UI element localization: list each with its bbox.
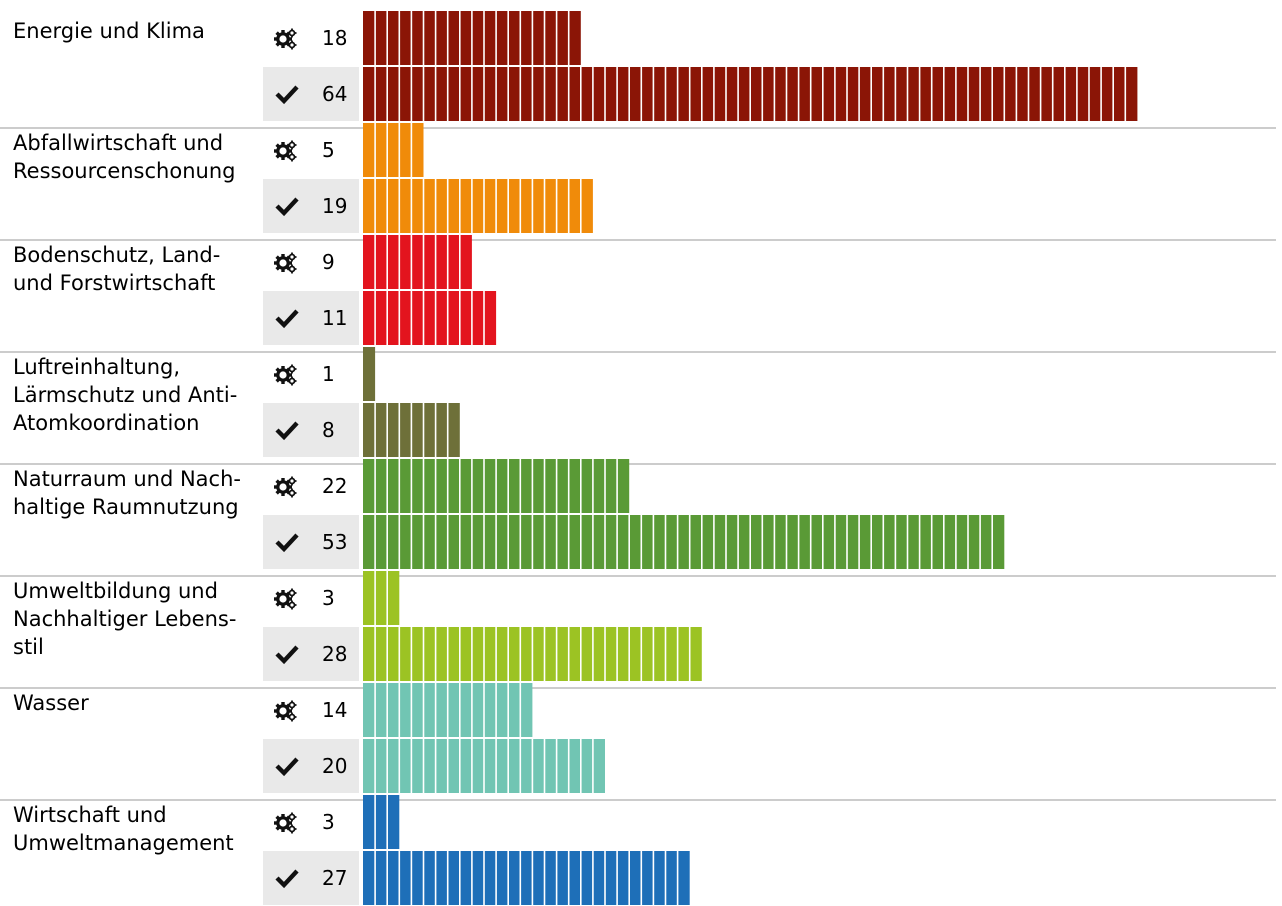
checkmark-icon <box>275 421 299 441</box>
gears-icon <box>272 698 299 724</box>
bar-done <box>363 851 690 905</box>
category-label: Ressourcenschonung <box>13 159 235 183</box>
icon-cell <box>263 515 311 569</box>
checkmark-icon <box>275 197 299 217</box>
category-label: Wasser <box>13 691 89 715</box>
value-label: 8 <box>322 418 335 442</box>
icon-cell <box>263 627 311 681</box>
icon-cell <box>263 851 311 905</box>
checkmark-icon <box>275 85 299 105</box>
value-label: 22 <box>322 474 347 498</box>
category-label: und Forstwirtschaft <box>13 271 215 295</box>
value-cell <box>311 627 359 681</box>
value-cell <box>311 515 359 569</box>
bar-planned <box>363 123 424 177</box>
checkmark-icon <box>275 757 299 777</box>
gears-icon <box>272 586 299 612</box>
gears-icon <box>272 362 299 388</box>
value-label: 20 <box>322 754 347 778</box>
bar-planned <box>363 795 400 849</box>
value-label: 27 <box>322 866 347 890</box>
value-label: 28 <box>322 642 347 666</box>
category-label: haltige Raumnutzung <box>13 495 239 519</box>
value-label: 1 <box>322 362 335 386</box>
category-label: Wirtschaft und <box>13 803 167 827</box>
value-cell <box>311 739 359 793</box>
icon-cell <box>263 179 311 233</box>
value-label: 5 <box>322 138 335 162</box>
category-label: Nachhaltiger Lebens- <box>13 607 236 631</box>
category-label: Atomkoordination <box>13 411 199 435</box>
value-label: 3 <box>322 810 335 834</box>
icon-cell <box>263 67 311 121</box>
value-label: 14 <box>322 698 347 722</box>
gears-icon <box>272 810 299 836</box>
value-label: 11 <box>322 306 347 330</box>
bar-done <box>363 515 1005 569</box>
icon-cell <box>263 403 311 457</box>
bar-done <box>363 179 593 233</box>
icon-cell <box>263 739 311 793</box>
value-label: 18 <box>322 26 347 50</box>
gears-icon <box>272 26 299 52</box>
icon-cell <box>263 291 311 345</box>
bar-planned <box>363 347 376 401</box>
checkmark-icon <box>275 869 299 889</box>
category-label: Abfallwirtschaft und <box>13 131 223 155</box>
bar-done <box>363 291 497 345</box>
bar-planned <box>363 571 400 625</box>
value-cell <box>311 67 359 121</box>
gears-icon <box>272 250 299 276</box>
category-label: Bodenschutz, Land- <box>13 243 220 267</box>
checkmark-icon <box>275 309 299 329</box>
gears-icon <box>272 138 299 164</box>
value-label: 9 <box>322 250 335 274</box>
value-label: 53 <box>322 530 347 554</box>
bar-planned <box>363 235 472 289</box>
category-label: Umweltbildung und <box>13 579 218 603</box>
value-cell <box>311 403 359 457</box>
category-label: Luftreinhaltung, <box>13 355 180 379</box>
value-label: 64 <box>322 82 347 106</box>
category-label: Naturraum und Nach- <box>13 467 241 491</box>
value-cell <box>311 291 359 345</box>
gears-icon <box>272 474 299 500</box>
value-cell <box>311 851 359 905</box>
category-label: Lärmschutz und Anti- <box>13 383 237 407</box>
checkmark-icon <box>275 645 299 665</box>
value-label: 3 <box>322 586 335 610</box>
checkmark-icon <box>275 533 299 553</box>
category-label: Energie und Klima <box>13 19 205 43</box>
category-label: stil <box>13 635 44 659</box>
category-label: Umweltmanagement <box>13 831 234 855</box>
value-label: 19 <box>322 194 347 218</box>
value-cell <box>311 179 359 233</box>
